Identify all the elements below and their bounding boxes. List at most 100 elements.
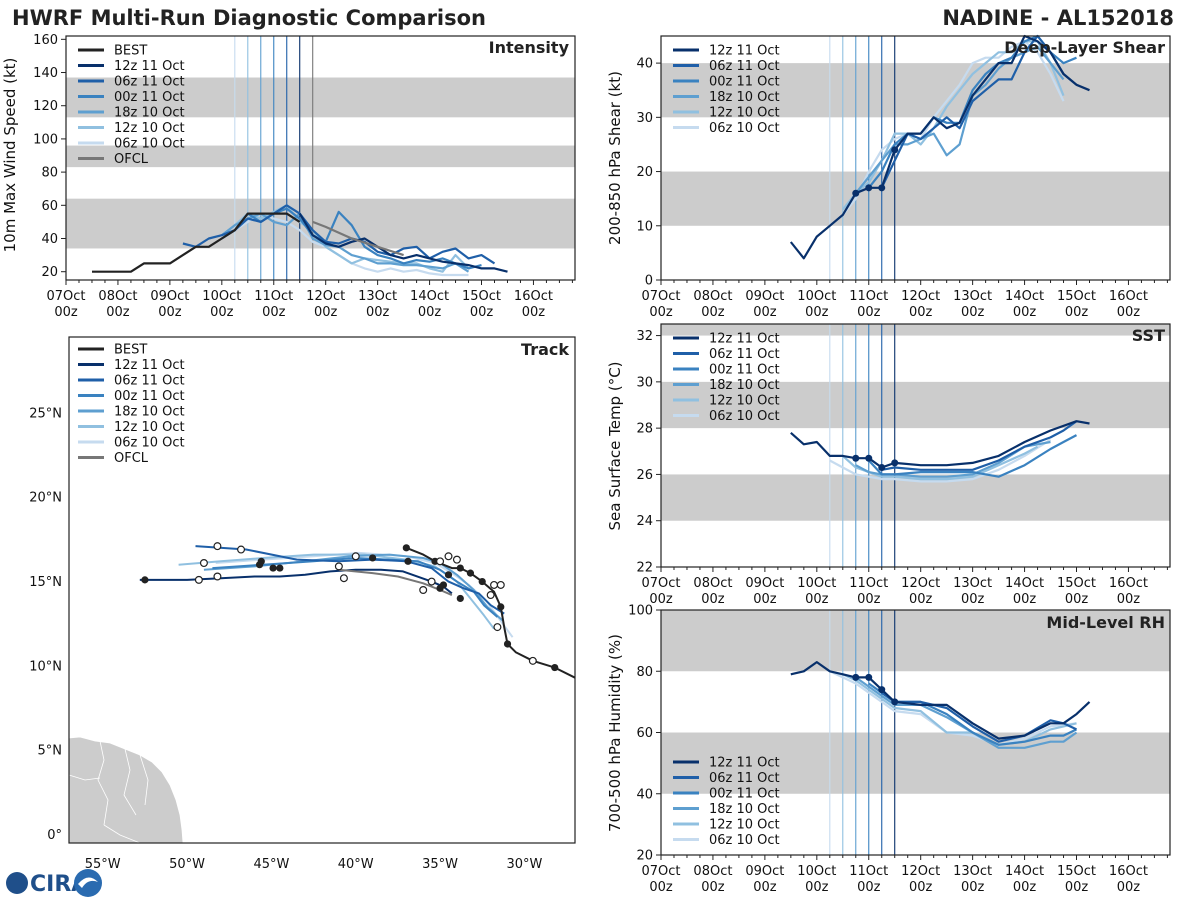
rh-init-marker-2 — [878, 686, 886, 694]
track-position-filled-4 — [456, 564, 464, 572]
track-position-filled-10 — [456, 594, 464, 603]
track-xtick-4: 35°W — [422, 857, 458, 872]
intensity-title: Intensity — [489, 38, 570, 57]
rh-xtick-7: 14Oct 00z — [1005, 864, 1044, 895]
sst-xtick-2: 09Oct 00z — [745, 576, 784, 607]
intensity-frame — [65, 35, 576, 281]
shear-xtick-5: 12Oct 00z — [901, 289, 940, 320]
cira-logo-globe-icon — [6, 872, 28, 894]
track-position-open-8 — [427, 577, 436, 586]
track-position-open-3 — [490, 580, 499, 589]
land-borders — [68, 740, 149, 844]
track-legend-label-06z-11-oct: 06z 11 Oct — [114, 374, 185, 389]
shear-xtick-3: 10Oct 00z — [797, 289, 836, 320]
rh-init-marker-3 — [891, 698, 899, 706]
sst-xtick-9: 16Oct 00z — [1109, 576, 1148, 607]
shear-init-marker-2 — [878, 184, 886, 192]
shear-ytick-0: 0 — [645, 274, 653, 289]
shear-ylabel: 200-850 hPa Shear (kt) — [606, 71, 624, 245]
sst-ytick-30: 30 — [636, 375, 653, 390]
intensity-ytick-100: 100 — [33, 132, 58, 147]
track-position-filled-8 — [444, 571, 453, 579]
intensity-ytick-120: 120 — [33, 99, 58, 114]
track-series-06z-11-oct — [195, 545, 505, 615]
figure-title: HWRF Multi-Run Diagnostic Comparison — [12, 6, 486, 30]
intensity-legend-label-ofcl: OFCL — [114, 152, 149, 167]
shear-title: Deep-Layer Shear — [1004, 38, 1165, 57]
sst-legend-label-06z-11-oct: 06z 11 Oct — [709, 347, 780, 362]
intensity-series-best — [92, 212, 301, 273]
intensity-xtick-1: 08Oct 00z — [98, 289, 137, 320]
sst-series-06z-11-oct — [881, 420, 1078, 471]
intensity-band-1 — [66, 145, 575, 168]
shear-legend-label-00z-11-oct: 00z 11 Oct — [709, 75, 780, 90]
sst-legend-label-00z-11-oct: 00z 11 Oct — [709, 363, 780, 378]
intensity-xtick-6: 13Oct 00z — [358, 289, 397, 320]
rh-panel: 20 40 60 80 100 07Oct 00z 08Oct 00z 09Oct 00z 10Oct… — [606, 604, 1171, 895]
track-position-filled-17 — [257, 557, 265, 565]
track-frame — [68, 336, 576, 844]
sst-init-marker-1 — [865, 454, 873, 462]
rh-init-marker-1 — [865, 673, 873, 681]
sst-legend-label-12z-10-oct: 12z 10 Oct — [709, 394, 780, 409]
sst-init-marker-3 — [891, 459, 899, 467]
sst-xtick-1: 08Oct 00z — [693, 576, 732, 607]
sst-xtick-4: 11Oct 00z — [849, 576, 888, 607]
rh-ytick-80: 80 — [636, 665, 653, 680]
storm-id: NADINE - AL152018 — [942, 6, 1174, 30]
intensity-legend-label-18z-10-oct: 18z 10 Oct — [114, 106, 185, 121]
track-position-filled-6 — [402, 544, 410, 552]
shear-legend-label-06z-10-oct: 06z 10 Oct — [709, 121, 780, 136]
south-america-land — [68, 736, 184, 844]
track-position-open-14 — [213, 542, 222, 551]
shear-band-0 — [661, 171, 1170, 226]
shear-panel: 0 10 20 30 40 07Oct 00z 08Oct 00z 09Oct 00z 10Oct 00… — [606, 34, 1171, 320]
intensity-legend-label-best: BEST — [114, 44, 147, 59]
track-position-open-6 — [444, 552, 453, 561]
intensity-xtick-8: 15Oct 00z — [462, 289, 501, 320]
track-position-open-15 — [199, 559, 208, 568]
sst-band-0 — [661, 474, 1170, 521]
rh-legend-label-12z-10-oct: 12z 10 Oct — [709, 818, 780, 833]
track-legend-label-06z-10-oct: 06z 10 Oct — [114, 436, 185, 451]
rh-legend-label-12z-11-oct: 12z 11 Oct — [709, 756, 780, 771]
intensity-ytick-160: 160 — [33, 33, 58, 48]
shear-xtick-2: 09Oct 00z — [745, 289, 784, 320]
track-legend-label-best: BEST — [114, 343, 147, 358]
rh-ytick-20: 20 — [636, 849, 653, 864]
track-xtick-3: 40°W — [338, 857, 374, 872]
track-series-00z-11-oct — [212, 557, 499, 618]
track-position-open-4 — [486, 591, 495, 600]
track-position-filled-0 — [551, 663, 559, 672]
sst-legend-label-18z-10-oct: 18z 10 Oct — [709, 378, 780, 393]
rh-xtick-0: 07Oct 00z — [641, 864, 680, 895]
shear-series-12z-11-oct — [789, 34, 1090, 260]
intensity-ytick-60: 60 — [41, 199, 58, 214]
track-position-filled-9 — [466, 569, 475, 577]
intensity-ylabel: 10m Max Wind Speed (kt) — [1, 58, 19, 253]
track-position-open-0 — [528, 656, 537, 665]
intensity-xtick-7: 14Oct 00z — [410, 289, 449, 320]
track-ytick-4: 20°N — [29, 491, 62, 506]
intensity-ytick-140: 140 — [33, 66, 58, 81]
track-position-filled-1 — [503, 640, 512, 648]
track-position-open-10 — [351, 552, 360, 561]
rh-legend-label-06z-10-oct: 06z 10 Oct — [709, 833, 780, 848]
track-position-filled-3 — [478, 577, 486, 586]
rh-init-marker-0 — [852, 673, 860, 681]
sst-series-06z-10-oct — [829, 438, 1052, 483]
shear-xtick-4: 11Oct 00z — [849, 289, 888, 320]
sst-xtick-6: 13Oct 00z — [953, 576, 992, 607]
rh-legend-label-18z-10-oct: 18z 10 Oct — [709, 802, 780, 817]
sst-band-2 — [661, 324, 1170, 336]
rh-series-12z-11-oct — [790, 660, 1091, 740]
track-position-filled-12 — [404, 557, 412, 565]
sst-ytick-32: 32 — [636, 329, 653, 344]
cira-logo-swirl-icon — [74, 869, 102, 897]
rh-xtick-1: 08Oct 00z — [693, 864, 732, 895]
intensity-ytick-20: 20 — [41, 265, 58, 280]
track-ytick-5: 25°N — [29, 406, 62, 421]
track-series-18z-10-oct — [203, 553, 504, 622]
sst-ytick-28: 28 — [636, 422, 653, 437]
